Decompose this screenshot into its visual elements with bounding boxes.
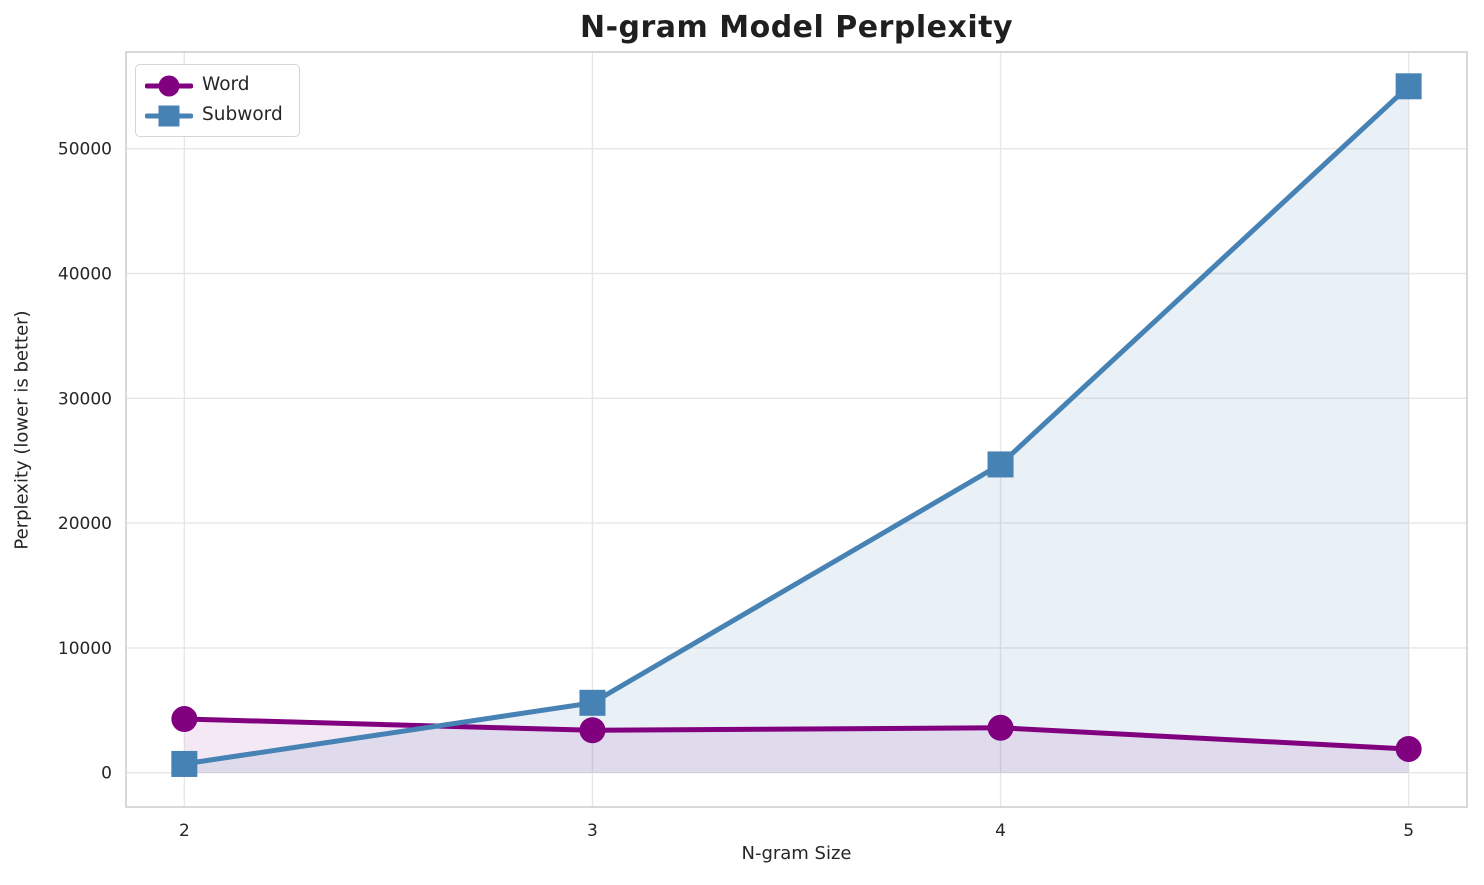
marker-circle-word: [171, 706, 198, 733]
marker-circle-word: [1395, 735, 1422, 762]
legend-square-icon: [145, 105, 193, 126]
marker-circle-word: [987, 714, 1014, 741]
marker-square-subword: [987, 451, 1014, 478]
marker-square-subword: [1395, 73, 1422, 100]
marker-square-subword: [171, 750, 198, 777]
y-axis-label: Perplexity (lower is better): [11, 310, 33, 550]
y-tick-label: 40000: [58, 265, 112, 285]
x-axis-label: N-gram Size: [741, 843, 852, 864]
series-line-word: [181, 716, 1412, 752]
x-tick-label: 5: [1403, 821, 1414, 841]
y-tick-label: 20000: [58, 514, 112, 534]
y-tick-label: 0: [101, 764, 112, 784]
marker-square-subword: [579, 689, 606, 716]
legend-item-word: Word: [145, 71, 283, 100]
legend-label: Subword: [202, 104, 283, 126]
y-tick-label: 50000: [58, 140, 112, 160]
chart-title: N-gram Model Perplexity: [579, 10, 1014, 45]
legend-label: Word: [202, 74, 250, 96]
x-tick-label: 2: [179, 821, 190, 841]
legend-circle-icon: [145, 75, 193, 96]
axes-border: [125, 51, 1468, 808]
x-tick-label: 3: [587, 821, 598, 841]
area-fill-subword: [184, 86, 1409, 773]
legend-item-subword: Subword: [145, 101, 283, 130]
area-fill-word: [184, 719, 1409, 773]
series-line-subword: [181, 83, 1412, 767]
legend: Word Subword: [135, 64, 300, 137]
marker-circle-word: [579, 717, 606, 744]
y-tick-label: 10000: [58, 639, 112, 659]
y-tick-label: 30000: [58, 389, 112, 409]
x-tick-label: 4: [995, 821, 1006, 841]
